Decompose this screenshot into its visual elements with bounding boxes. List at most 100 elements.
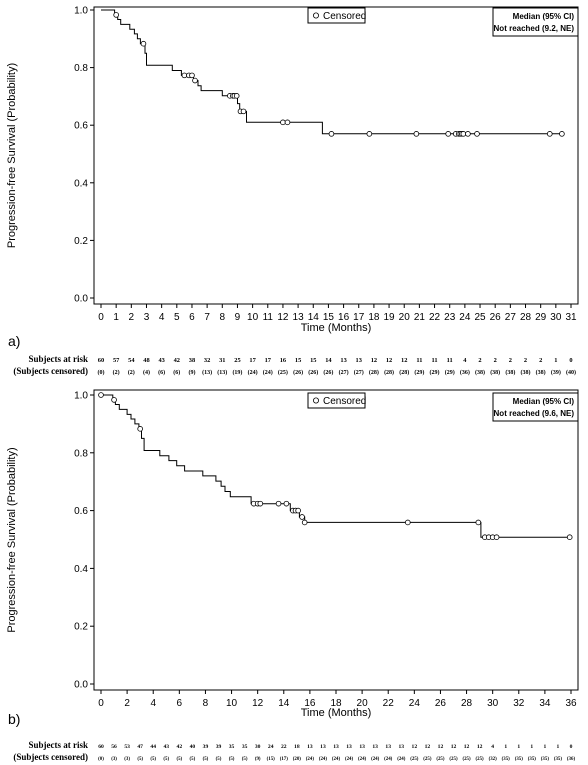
censored-count: (29) [430,369,440,376]
at-risk-count: 4 [491,744,494,750]
at-risk-count: 48 [143,357,149,364]
censor-mark [140,40,147,47]
at-risk-count: 16 [280,357,287,364]
censor-mark [233,93,240,99]
at-risk-count: 4 [463,357,467,364]
censored-count: (38) [536,369,546,376]
censored-count: (25) [410,757,419,762]
x-tick-label: 12 [277,312,289,323]
x-tick-label: 29 [535,312,547,323]
at-risk-row-label: Subjects at risk [28,354,88,364]
at-risk-count: 15 [310,357,316,364]
censored-count: (24) [306,757,315,762]
at-risk-count: 40 [190,744,196,750]
censored-count: (19) [232,369,242,376]
at-risk-count: 12 [425,744,431,750]
at-risk-row-label: Subjects at risk [28,740,88,750]
km-panel-b: 0.00.20.40.60.81.00 2 4 6 8 10 12 14 16 18 20 22 24 2… [6,389,579,727]
x-axis-label: Time (Months) [301,322,372,334]
censor-mark [113,12,119,18]
x-tick-label: 8 [203,698,209,709]
censor-mark [559,131,565,137]
censored-count: (5) [150,757,156,762]
at-risk-count: 13 [307,744,313,750]
at-risk-count: 57 [113,357,120,364]
censored-count: (26) [293,369,303,376]
x-tick-label: 32 [513,698,525,709]
censored-count: (5) [137,757,143,762]
at-risk-count: 11 [416,357,422,364]
censored-count: (24) [358,757,367,762]
x-tick-label: 8 [220,312,226,323]
censored-count: (38) [490,369,500,376]
legend-box [307,392,366,409]
at-risk-count: 17 [265,357,272,364]
at-risk-count: 42 [177,744,183,750]
x-tick-label: 4 [159,312,165,323]
censor-mark [405,519,411,526]
x-tick-label: 20 [399,312,411,323]
censor-mark [98,392,104,398]
censored-count: (6) [173,369,180,376]
censored-count: (24) [263,369,273,376]
x-tick-label: 14 [308,312,320,323]
x-tick-label: 22 [383,698,395,709]
censor-mark [366,131,373,137]
median-header: Median (95% CI) [513,12,575,21]
censored-count: (24) [332,757,341,762]
censored-count: (5) [190,757,196,762]
median-value: Not reached (9.6, NE) [494,409,575,418]
at-risk-count: 0 [570,744,573,750]
at-risk-count: 14 [325,357,332,364]
at-risk-count: 31 [219,357,225,364]
x-tick-label: 2 [124,698,130,709]
risk-table: Subjects at risk (Subjects censored) 60 56 5… [13,740,575,762]
x-tick-label: 17 [353,312,365,323]
x-tick-label: 34 [539,698,551,709]
censored-count: (27) [339,369,349,376]
at-risk-count: 1 [554,357,557,364]
at-risk-count: 12 [464,744,470,750]
x-tick-label: 11 [263,312,274,323]
at-risk-count: 53 [124,744,130,750]
y-tick-label: 0.0 [74,680,88,691]
at-risk-count: 35 [229,744,235,750]
y-tick-label: 0.8 [74,63,88,74]
at-risk-count: 1 [504,744,507,750]
x-tick-label: 19 [384,312,396,323]
median-box [492,392,579,422]
x-tick-label: 10 [226,698,238,709]
at-risk-count: 17 [249,357,256,364]
x-tick-label: 26 [435,698,447,709]
at-risk-count: 11 [447,357,453,364]
censored-count: (3) [111,757,117,762]
censor-mark [275,500,282,507]
censored-count: (6) [158,369,165,376]
at-risk-count: 32 [204,357,210,364]
x-tick-label: 13 [293,312,305,323]
x-tick-label: 1 [113,312,119,323]
x-tick-label: 2 [129,312,135,323]
x-tick-label: 18 [330,698,342,709]
x-tick-label: 26 [490,312,502,323]
censored-count: (35) [554,757,563,762]
x-tick-label: 10 [247,312,259,323]
y-tick-label: 0.0 [74,294,88,305]
censored-count: (25) [462,757,471,762]
censored-count: (3) [124,757,130,762]
x-tick-label: 6 [189,312,195,323]
at-risk-count: 12 [401,357,407,364]
at-risk-count: 54 [128,357,135,364]
censored-count: (25) [278,369,288,376]
x-tick-label: 28 [461,698,473,709]
y-tick-label: 0.6 [74,121,88,132]
at-risk-count: 2 [524,357,527,364]
at-risk-count: 2 [509,357,512,364]
x-tick-label: 28 [520,312,532,323]
legend-label: Censored [323,11,366,22]
median-box [492,7,579,37]
x-tick-label: 36 [565,698,577,709]
at-risk-count: 15 [295,357,301,364]
censored-count: (35) [502,757,511,762]
